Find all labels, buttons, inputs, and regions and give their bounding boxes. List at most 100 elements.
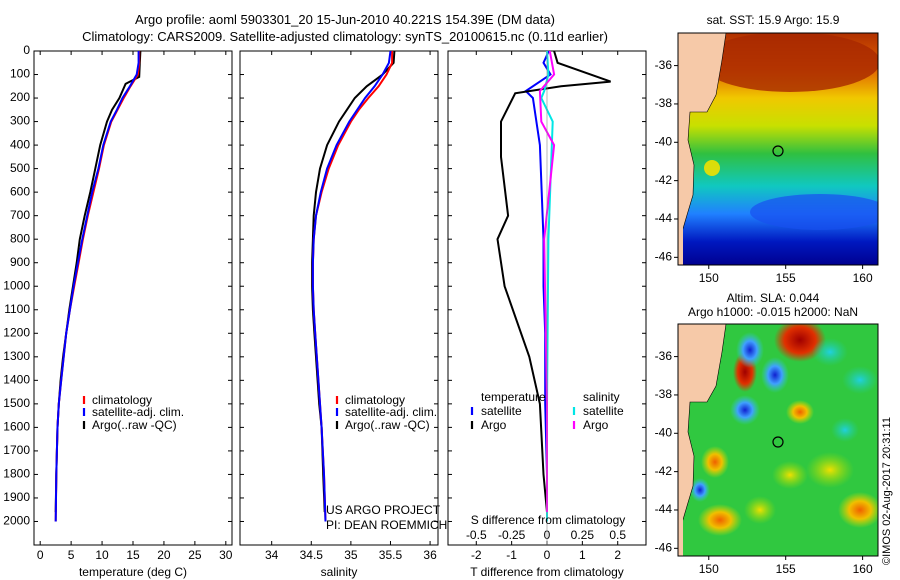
series-line-t-satellite bbox=[524, 50, 552, 522]
credit-line-1: US ARGO PROJECT bbox=[326, 503, 441, 517]
y-tick-label: 1400 bbox=[3, 373, 30, 387]
x-axis-label: T difference from climatology bbox=[470, 565, 624, 579]
y-tick-label: 400 bbox=[10, 137, 30, 151]
series-line-satellite bbox=[311, 50, 392, 522]
sst-map-frame bbox=[677, 32, 879, 266]
sla-eddy-cyan bbox=[812, 338, 848, 366]
lat-tick-label: -38 bbox=[655, 387, 673, 401]
series-line-t-argo bbox=[496, 50, 611, 513]
y-tick-label: 800 bbox=[10, 231, 30, 245]
sla-eddy-orange bbox=[698, 504, 742, 536]
lon-tick-label: 150 bbox=[699, 271, 719, 285]
y-tick-label: 200 bbox=[10, 90, 30, 104]
x-tick-label: 35 bbox=[344, 548, 358, 562]
sst-map bbox=[678, 33, 878, 265]
series-line-s-argo bbox=[538, 50, 556, 513]
sla-eddy-orange bbox=[786, 400, 814, 424]
lat-tick-label: -40 bbox=[655, 425, 673, 439]
y-tick-label: 900 bbox=[10, 255, 30, 269]
legend-sal: climatology satellite-adj. clim. Argo(..… bbox=[335, 393, 437, 432]
legend-label-satellite: satellite-adj. clim. bbox=[345, 405, 437, 419]
x-tick-label: 25 bbox=[188, 548, 202, 562]
credit-line-2: PI: DEAN ROEMMICH bbox=[326, 518, 447, 532]
y-tick-label: 1000 bbox=[3, 278, 30, 292]
plot-frame bbox=[239, 50, 439, 546]
y-tick-label: 1500 bbox=[3, 396, 30, 410]
lat-tick-label: -36 bbox=[655, 58, 673, 72]
x-tick-label: 2 bbox=[614, 548, 621, 562]
x-tick-label: 0 bbox=[37, 548, 44, 562]
profile-chart-1: 0100200300400500600700800900100011001200… bbox=[3, 43, 233, 579]
lon-tick-label: 160 bbox=[853, 562, 873, 576]
y-tick-label: 1700 bbox=[3, 443, 30, 457]
sla-eddy-cold bbox=[690, 478, 710, 502]
sla-eddy-orange bbox=[701, 446, 729, 478]
legend-label-s-argo: Argo bbox=[583, 418, 609, 432]
lat-tick-label: -42 bbox=[655, 464, 673, 478]
y-tick-label: 1300 bbox=[3, 349, 30, 363]
x-tick-label: 5 bbox=[68, 548, 75, 562]
y-tick-label: 0 bbox=[23, 43, 30, 57]
legend-label-t-satellite: satellite bbox=[481, 404, 522, 418]
s-tick-label: -0.5 bbox=[466, 528, 487, 542]
x-tick-label: 15 bbox=[126, 548, 140, 562]
x-tick-label: -2 bbox=[471, 548, 482, 562]
float-position-marker bbox=[772, 145, 784, 157]
lat-tick-label: -36 bbox=[655, 349, 673, 363]
s-diff-label: S difference from climatology bbox=[471, 513, 626, 527]
sla-map-title-1: Altim. SLA: 0.044 bbox=[727, 291, 820, 305]
land-strip bbox=[678, 33, 683, 265]
sla-eddy-cold bbox=[761, 357, 789, 393]
y-tick-label: 500 bbox=[10, 161, 30, 175]
sla-eddy-cold bbox=[736, 332, 764, 368]
lat-tick-label: -46 bbox=[655, 250, 673, 264]
sla-map-axes: -36 -38 -40 -42 -44 -46 150 155 160 bbox=[655, 349, 873, 576]
legend-label-satellite: satellite-adj. clim. bbox=[92, 405, 184, 419]
sla-eddy-yellow bbox=[744, 496, 776, 524]
legend-label-s-satellite: satellite bbox=[583, 404, 624, 418]
legend-label-argo: Argo(..raw -QC) bbox=[345, 418, 430, 432]
lat-tick-label: -44 bbox=[655, 211, 673, 225]
s-tick-label: 0.5 bbox=[609, 528, 626, 542]
x-tick-label: 0 bbox=[544, 548, 551, 562]
x-tick-label: 30 bbox=[219, 548, 233, 562]
legend-temp: climatology satellite-adj. clim. Argo(..… bbox=[82, 393, 184, 432]
lat-tick-label: -46 bbox=[655, 541, 673, 555]
sla-map-frame bbox=[677, 323, 879, 557]
plot-frame bbox=[33, 50, 233, 546]
profile-chart-2: 34 34.5 35 35.5 36 salinity bbox=[239, 50, 439, 579]
s-tick-label: -0.25 bbox=[498, 528, 526, 542]
y-tick-label: 700 bbox=[10, 208, 30, 222]
legend-label-climatology: climatology bbox=[345, 393, 405, 407]
y-tick-label: 100 bbox=[10, 67, 30, 81]
sla-eddy-yellow bbox=[806, 452, 854, 488]
y-tick-label: 600 bbox=[10, 184, 30, 198]
sla-eddy-cyan bbox=[842, 366, 878, 394]
lon-tick-label: 150 bbox=[699, 562, 719, 576]
sla-map bbox=[678, 324, 878, 556]
series-line-climatology bbox=[54, 51, 141, 522]
x-tick-label: 34.5 bbox=[300, 548, 324, 562]
title-line-1: Argo profile: aoml 5903301_20 15-Jun-201… bbox=[135, 12, 555, 27]
sst-cold-band bbox=[750, 194, 878, 230]
title-line-2: Climatology: CARS2009. Satellite-adjuste… bbox=[82, 29, 608, 44]
lon-tick-label: 155 bbox=[776, 562, 796, 576]
y-tick-label: 2000 bbox=[3, 514, 30, 528]
y-tick-label: 1200 bbox=[3, 325, 30, 339]
x-tick-label: 10 bbox=[95, 548, 109, 562]
x-tick-label: 1 bbox=[579, 548, 586, 562]
sst-warm-spot bbox=[704, 160, 720, 176]
sst-warm-core bbox=[700, 33, 878, 92]
x-tick-label: 20 bbox=[157, 548, 171, 562]
series-line-climatology bbox=[311, 51, 394, 522]
profile-chart-3: -0.5 -0.25 0 0.25 0.5-2 -1 0 1 2T difference fro… bbox=[447, 50, 647, 579]
y-tick-label: 300 bbox=[10, 114, 30, 128]
sla-map-title-2: Argo h1000: -0.015 h2000: NaN bbox=[688, 305, 858, 319]
lat-tick-label: -42 bbox=[655, 173, 673, 187]
legend-temp-header: temperature bbox=[481, 390, 546, 404]
s-tick-label: 0.25 bbox=[571, 528, 595, 542]
x-tick-label: 35.5 bbox=[379, 548, 403, 562]
x-axis-label: temperature (deg C) bbox=[79, 565, 187, 579]
legend-diff: temperature salinity satellite Argo sate… bbox=[470, 390, 624, 432]
